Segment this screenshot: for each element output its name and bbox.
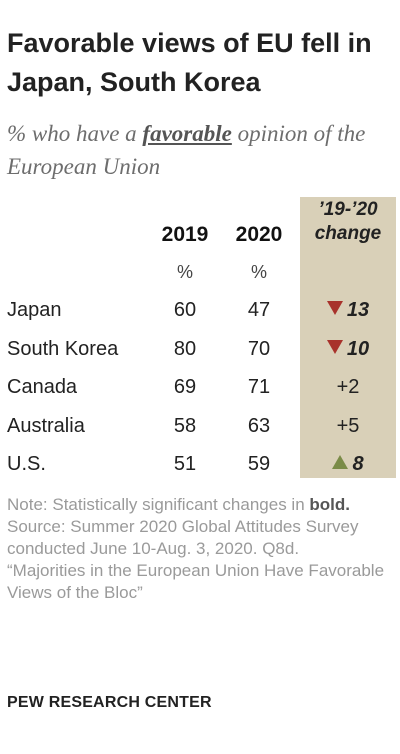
subtitle-prefix: % who have a — [7, 121, 143, 146]
value-2020: 47 — [247, 299, 271, 321]
table-row: Japan 60 47 13 — [0, 298, 400, 336]
decrease-triangle-icon — [326, 301, 343, 315]
header-change-line2: change — [314, 223, 382, 244]
change-value: +2 — [336, 376, 360, 398]
change-column-background — [300, 197, 396, 478]
value-2020: 63 — [247, 415, 271, 437]
change-value-cell: 8 — [300, 452, 396, 476]
chart-title: Favorable views of EU fell in Japan, Sou… — [7, 28, 372, 97]
decrease-triangle-icon — [326, 340, 343, 354]
subtitle-emphasis: favorable — [142, 121, 232, 146]
table-row: South Korea 80 70 10 — [0, 337, 400, 375]
value-2019: 51 — [173, 453, 197, 475]
header-2020: 2020 — [235, 223, 283, 246]
value-2019: 80 — [173, 338, 197, 360]
change-value: 8 — [352, 453, 364, 475]
value-2019: 60 — [173, 299, 197, 321]
change-value-cell: 13 — [300, 298, 396, 322]
value-2019: 58 — [173, 415, 197, 437]
note-prefix: Note: Statistically significant changes … — [7, 495, 310, 514]
note-significance: Note: Statistically significant changes … — [7, 494, 397, 516]
change-value-cell: +5 — [300, 414, 396, 438]
header-2019: 2019 — [161, 223, 209, 246]
note-source: Source: Summer 2020 Global Attitudes Sur… — [7, 517, 359, 558]
change-value: 10 — [346, 338, 370, 360]
value-2020: 71 — [247, 376, 271, 398]
value-2019: 69 — [173, 376, 197, 398]
subtitle-suffix: opinion of the European Union — [7, 121, 366, 179]
country-label: South Korea — [7, 338, 119, 360]
chart-subtitle: % who have a favorable opinion of the Eu… — [7, 117, 397, 183]
country-label: Japan — [7, 299, 62, 321]
table-row: Canada 69 71 +2 — [0, 375, 400, 413]
country-label: Canada — [7, 376, 78, 398]
brand-logo-text: PEW RESEARCH CENTER — [7, 694, 212, 711]
increase-triangle-icon — [332, 455, 349, 469]
note-report-title: “Majorities in the European Union Have F… — [7, 561, 385, 602]
change-value-cell: 10 — [300, 337, 396, 361]
change-value: 13 — [346, 299, 370, 321]
change-value-cell: +2 — [300, 375, 396, 399]
header-change-line1: ’19-’20 — [318, 199, 378, 220]
country-label: Australia — [7, 415, 85, 437]
value-2020: 59 — [247, 453, 271, 475]
value-2020: 70 — [247, 338, 271, 360]
unit-2019: % — [176, 262, 193, 282]
country-label: U.S. — [7, 453, 46, 475]
table-row: Australia 58 63 +5 — [0, 414, 400, 452]
change-value: +5 — [336, 415, 360, 437]
notes-block: Note: Statistically significant changes … — [7, 494, 397, 604]
unit-2020: % — [250, 262, 267, 282]
note-bold-word: bold. — [309, 495, 350, 514]
header-change: ’19-’20 change — [300, 198, 396, 246]
table-row: U.S. 51 59 8 — [0, 452, 400, 490]
